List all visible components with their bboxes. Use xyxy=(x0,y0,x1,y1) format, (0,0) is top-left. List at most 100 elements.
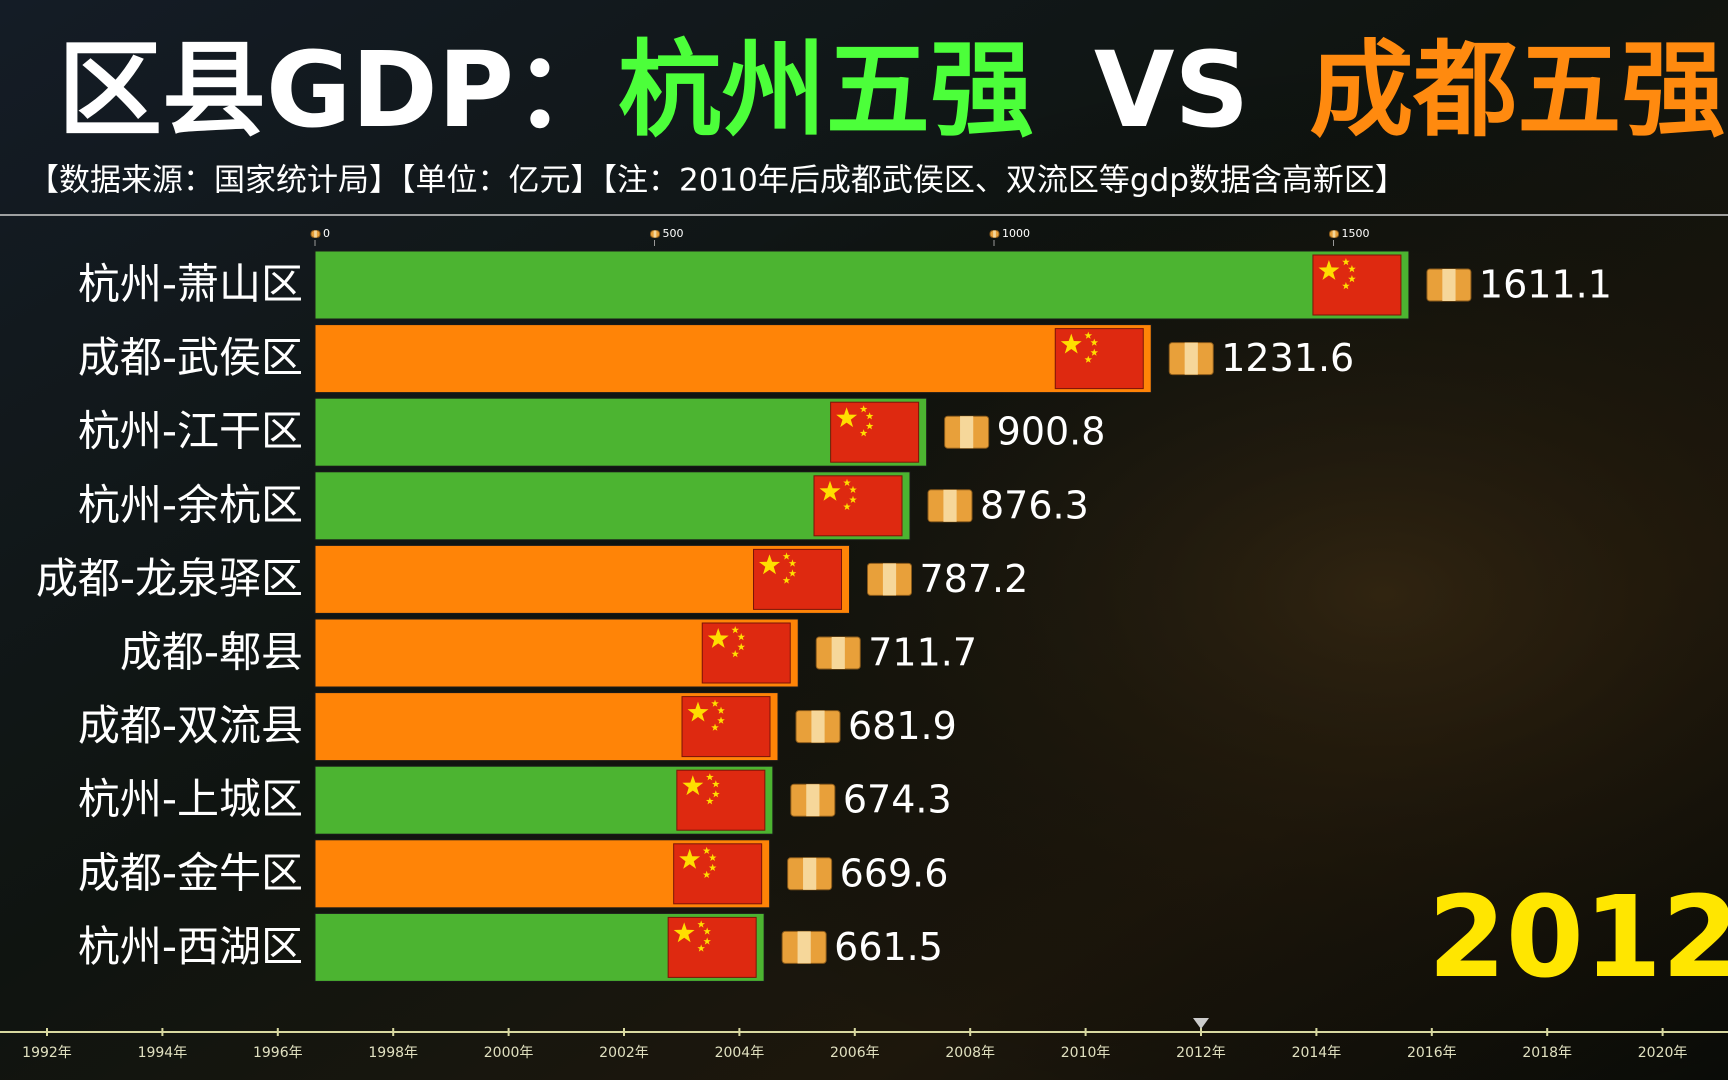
flag-star xyxy=(731,626,739,634)
flag-star xyxy=(737,643,745,651)
value-label: 1611.1 xyxy=(1479,263,1612,307)
timeline-label: 2020年 xyxy=(1638,1045,1688,1061)
value-label: 900.8 xyxy=(997,410,1106,454)
x-tick-label: 0 xyxy=(323,227,330,240)
value-label: 661.5 xyxy=(834,925,943,969)
flag-star xyxy=(843,478,851,486)
flag xyxy=(830,401,920,463)
flag-star xyxy=(708,863,717,871)
flag-star xyxy=(865,422,874,430)
money-icon-band xyxy=(1442,269,1456,301)
category-label: 杭州-上城区 xyxy=(78,775,303,824)
flag-star xyxy=(1348,265,1356,273)
timeline-label: 1996年 xyxy=(253,1045,303,1061)
flag-star xyxy=(682,775,704,796)
value-label: 674.3 xyxy=(843,778,952,822)
flag-star xyxy=(737,633,745,641)
timeline-label: 2008年 xyxy=(945,1045,995,1061)
current-year: 2012年 xyxy=(1428,873,1728,1003)
flag xyxy=(681,696,771,758)
x-tick-label: 1500 xyxy=(1342,227,1370,240)
flag-star xyxy=(1084,355,1093,363)
value-label: 1231.6 xyxy=(1221,336,1354,380)
flag-star xyxy=(843,502,851,510)
flag-star xyxy=(697,920,705,928)
value-label: 711.7 xyxy=(868,631,977,675)
flag-star xyxy=(1060,333,1082,354)
chart-title: 区县GDP：杭州五强 VS 成都五强 xyxy=(58,29,1725,151)
money-icon-band xyxy=(806,784,820,817)
flag-star xyxy=(859,429,868,437)
timeline-label: 2018年 xyxy=(1522,1045,1572,1061)
timeline-label: 2014年 xyxy=(1292,1045,1342,1061)
flag-star xyxy=(819,480,841,501)
flag xyxy=(813,475,903,537)
money-icon-band xyxy=(882,563,897,596)
flag-star xyxy=(1342,282,1350,290)
flag-star xyxy=(706,773,714,781)
timeline-label: 2006年 xyxy=(830,1045,880,1061)
flag xyxy=(676,769,766,831)
flag-star xyxy=(707,628,729,648)
title-part: 成都五强 xyxy=(1309,29,1725,151)
timeline-label: 2016年 xyxy=(1407,1045,1457,1061)
timeline-label: 2010年 xyxy=(1061,1045,1111,1061)
money-icon-band xyxy=(1332,230,1336,238)
timeline-label: 2002年 xyxy=(599,1045,649,1061)
money-icon-band xyxy=(314,230,317,238)
bar xyxy=(314,397,928,467)
value-label: 787.2 xyxy=(920,557,1029,601)
flag-star xyxy=(702,846,711,854)
flag-star xyxy=(703,927,711,935)
money-icon-band xyxy=(993,230,996,238)
flag-star xyxy=(836,407,858,428)
flag xyxy=(753,548,843,610)
money-icon-band xyxy=(831,637,845,669)
flag-star xyxy=(673,922,695,943)
bar xyxy=(314,250,1410,320)
money-icon-band xyxy=(1184,342,1198,375)
x-tick-label: 1000 xyxy=(1002,227,1030,240)
flag-star xyxy=(708,853,717,861)
flag-star xyxy=(1318,260,1340,280)
timeline-label: 2012年 xyxy=(1176,1045,1226,1061)
category-label: 杭州-萧山区 xyxy=(78,260,303,309)
flag-star xyxy=(679,848,701,869)
category-label: 杭州-余杭区 xyxy=(78,480,303,529)
category-label: 杭州-西湖区 xyxy=(78,922,303,971)
flag-star xyxy=(782,552,791,560)
timeline-label: 2000年 xyxy=(484,1045,534,1061)
flag-star xyxy=(782,576,791,584)
money-icon-band xyxy=(811,710,825,743)
flag xyxy=(1312,254,1402,316)
flag xyxy=(667,916,757,978)
flag xyxy=(1054,328,1144,390)
title-part: VS xyxy=(1094,29,1249,151)
flag-star xyxy=(702,870,711,878)
money-icon-band xyxy=(960,416,974,449)
flag-star xyxy=(849,485,857,493)
flag-star xyxy=(1342,258,1350,266)
title-part: 杭州五强 xyxy=(618,29,1034,151)
flag-star xyxy=(1090,348,1099,356)
category-label: 杭州-江干区 xyxy=(78,407,303,456)
subtitle: 【数据来源：国家统计局】【单位：亿元】【注：2010年后成都武侯区、双流区等gd… xyxy=(28,163,1406,199)
category-label: 成都-龙泉驿区 xyxy=(36,554,303,603)
timeline-label: 1994年 xyxy=(138,1045,188,1061)
flag-star xyxy=(759,554,780,575)
value-label: 681.9 xyxy=(848,704,957,748)
flag-star xyxy=(788,569,797,577)
category-label: 成都-武侯区 xyxy=(78,333,303,382)
value-label: 669.6 xyxy=(840,851,949,895)
category-label: 成都-金牛区 xyxy=(78,848,303,897)
flag-star xyxy=(706,797,714,805)
category-label: 成都-双流县 xyxy=(78,701,303,750)
flag-star xyxy=(687,701,709,722)
flag-star xyxy=(703,937,711,945)
money-icon-band xyxy=(943,489,957,522)
timeline-label: 1992年 xyxy=(22,1045,72,1061)
timeline-marker xyxy=(1193,1018,1209,1029)
money-icon-band xyxy=(803,857,817,890)
